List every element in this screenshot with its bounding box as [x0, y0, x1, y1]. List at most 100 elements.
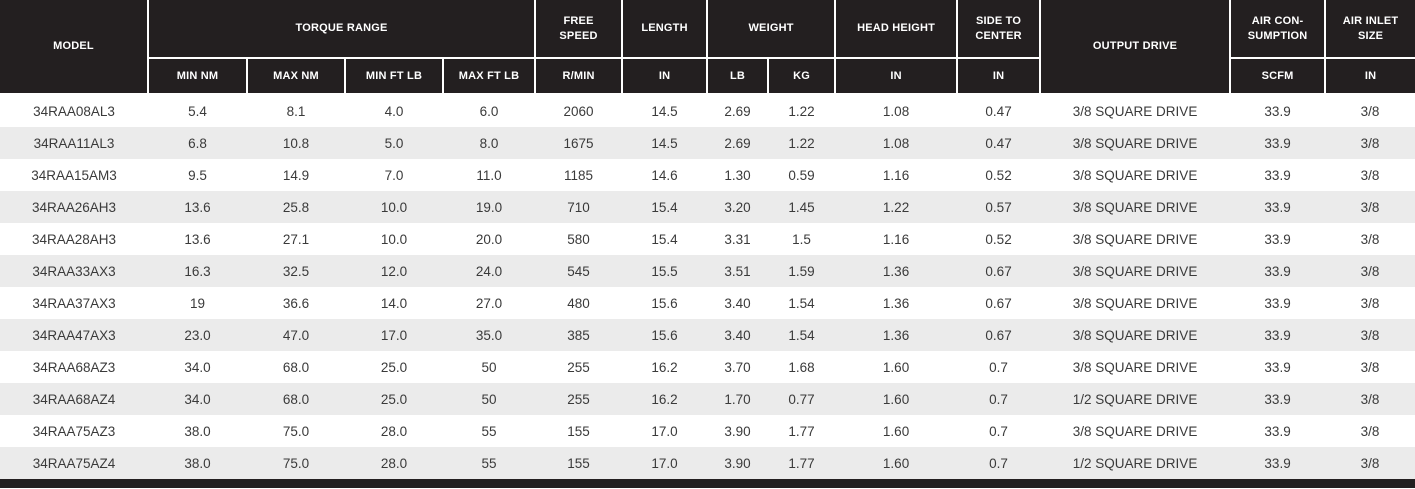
cell-torque_min_nm: 6.8 — [188, 135, 207, 151]
cell-length_in: 16.2 — [651, 391, 678, 407]
cell-length_in: 14.5 — [651, 103, 678, 119]
cell-free_speed_r_min: 580 — [567, 231, 590, 247]
cell-weight_kg: 1.77 — [788, 423, 815, 439]
cell-torque_min_ft_lb: 14.0 — [380, 295, 408, 311]
cell-side_to_center_in: 0.52 — [985, 231, 1012, 247]
cell-model: 34RAA33AX3 — [32, 263, 116, 279]
cell-torque_min_nm: 34.0 — [184, 359, 211, 375]
cell-side_to_center_in: 0.7 — [989, 359, 1008, 375]
col-header-side-to-center: SIDE TO CENTER — [956, 0, 1042, 59]
col-header-weight: WEIGHT — [706, 0, 837, 59]
spec-table-header: MODEL TORQUE RANGE FREE SPEED LENGTH WEI… — [0, 0, 1415, 95]
subheader-air-inlet-in: IN — [1324, 57, 1415, 95]
cell-torque_min_ft_lb: 28.0 — [380, 423, 408, 439]
cell-air_inlet_size_in: 3/8 — [1360, 167, 1380, 183]
cell-air_inlet_size_in: 3/8 — [1360, 391, 1380, 407]
cell-model: 34RAA15AM3 — [31, 167, 117, 183]
cell-weight_lb: 3.90 — [724, 423, 751, 439]
cell-head_height_in: 1.22 — [882, 199, 910, 215]
cell-weight_kg: 1.77 — [788, 455, 815, 471]
cell-free_speed_r_min: 1675 — [563, 135, 594, 151]
cell-side_to_center_in: 0.7 — [989, 423, 1008, 439]
cell-weight_lb: 1.30 — [724, 167, 751, 183]
cell-weight_kg: 1.22 — [788, 135, 815, 151]
table-row: 34RAA37AX3 19 36.6 14.0 27.0 480 15.6 3.40 1.54 1… — [0, 287, 1415, 319]
cell-weight_lb: 1.70 — [724, 391, 751, 407]
cell-weight_kg: 1.54 — [788, 327, 815, 343]
subheader-length-in: IN — [621, 57, 709, 95]
cell-torque_max_nm: 8.1 — [286, 103, 306, 119]
cell-output_drive: 1/2 SQUARE DRIVE — [1072, 455, 1198, 471]
cell-torque_min_nm: 38.0 — [184, 423, 211, 439]
cell-length_in: 14.6 — [651, 167, 678, 183]
cell-torque_min_nm: 9.5 — [188, 167, 207, 183]
cell-length_in: 17.0 — [651, 455, 678, 471]
cell-air_inlet_size_in: 3/8 — [1360, 455, 1380, 471]
cell-output_drive: 3/8 SQUARE DRIVE — [1072, 103, 1198, 119]
cell-air_consumption_scfm: 33.9 — [1264, 167, 1291, 183]
header-row-units: MIN NM MAX NM MIN FT LB MAX FT LB R/MIN … — [0, 57, 1415, 95]
cell-weight_lb: 3.40 — [724, 295, 751, 311]
cell-torque_min_ft_lb: 25.0 — [380, 391, 408, 407]
cell-air_inlet_size_in: 3/8 — [1360, 231, 1380, 247]
cell-head_height_in: 1.16 — [882, 167, 910, 183]
table-row: 34RAA28AH3 13.6 27.1 10.0 20.0 580 15.4 3.31 1.5… — [0, 223, 1415, 255]
subheader-scfm: SCFM — [1229, 57, 1327, 95]
cell-torque_max_ft_lb: 11.0 — [476, 167, 502, 183]
subheader-kg: KG — [767, 57, 837, 95]
cell-torque_min_nm: 13.6 — [184, 231, 211, 247]
cell-free_speed_r_min: 155 — [567, 423, 590, 439]
cell-torque_max_nm: 32.5 — [282, 263, 310, 279]
cell-side_to_center_in: 0.52 — [985, 167, 1012, 183]
cell-head_height_in: 1.60 — [882, 423, 910, 439]
cell-air_consumption_scfm: 33.9 — [1264, 359, 1291, 375]
cell-air_consumption_scfm: 33.9 — [1264, 103, 1291, 119]
cell-output_drive: 3/8 SQUARE DRIVE — [1072, 167, 1198, 183]
cell-model: 34RAA75AZ4 — [32, 455, 116, 471]
cell-side_to_center_in: 0.67 — [985, 263, 1012, 279]
cell-torque_max_nm: 14.9 — [282, 167, 310, 183]
col-header-head-height: HEAD HEIGHT — [834, 0, 959, 59]
cell-torque_min_ft_lb: 10.0 — [380, 199, 408, 215]
cell-torque_max_nm: 47.0 — [282, 327, 310, 343]
cell-air_inlet_size_in: 3/8 — [1360, 199, 1380, 215]
cell-air_inlet_size_in: 3/8 — [1360, 359, 1380, 375]
cell-weight_lb: 3.20 — [724, 199, 751, 215]
cell-torque_max_ft_lb: 55 — [481, 455, 497, 471]
cell-air_consumption_scfm: 33.9 — [1264, 391, 1291, 407]
cell-torque_max_ft_lb: 20.0 — [475, 231, 503, 247]
cell-output_drive: 3/8 SQUARE DRIVE — [1072, 263, 1198, 279]
cell-output_drive: 3/8 SQUARE DRIVE — [1072, 135, 1198, 151]
cell-air_consumption_scfm: 33.9 — [1264, 455, 1291, 471]
cell-torque_max_ft_lb: 50 — [481, 391, 497, 407]
cell-output_drive: 3/8 SQUARE DRIVE — [1072, 295, 1198, 311]
cell-model: 34RAA11AL3 — [33, 135, 115, 151]
cell-weight_kg: 1.68 — [788, 359, 815, 375]
subheader-max-nm: MAX NM — [246, 57, 346, 95]
cell-output_drive: 3/8 SQUARE DRIVE — [1072, 199, 1198, 215]
table-row: 34RAA68AZ4 34.0 68.0 25.0 50 255 16.2 1.70 0.77 1… — [0, 383, 1415, 415]
cell-torque_min_nm: 5.4 — [188, 103, 207, 119]
spec-table-body: 34RAA08AL3 5.4 8.1 4.0 6.0 2060 14.5 2.69 1.22 1.… — [0, 94, 1415, 479]
cell-model: 34RAA28AH3 — [31, 231, 117, 247]
cell-length_in: 15.5 — [651, 263, 678, 279]
cell-free_speed_r_min: 710 — [567, 199, 590, 215]
cell-torque_max_ft_lb: 6.0 — [479, 103, 499, 119]
cell-length_in: 15.4 — [651, 231, 678, 247]
cell-output_drive: 3/8 SQUARE DRIVE — [1072, 359, 1198, 375]
cell-torque_max_nm: 75.0 — [282, 423, 310, 439]
cell-torque_min_ft_lb: 17.0 — [380, 327, 408, 343]
cell-length_in: 15.4 — [651, 199, 678, 215]
cell-air_consumption_scfm: 33.9 — [1264, 423, 1291, 439]
cell-torque_min_ft_lb: 7.0 — [384, 167, 404, 183]
cell-output_drive: 3/8 SQUARE DRIVE — [1072, 423, 1198, 439]
table-row: 34RAA15AM3 9.5 14.9 7.0 11.0 1185 14.6 1.30 0.59… — [0, 159, 1415, 191]
cell-head_height_in: 1.36 — [882, 327, 910, 343]
cell-head_height_in: 1.60 — [882, 455, 910, 471]
cell-output_drive: 3/8 SQUARE DRIVE — [1072, 231, 1198, 247]
cell-free_speed_r_min: 385 — [567, 327, 590, 343]
cell-air_consumption_scfm: 33.9 — [1264, 263, 1291, 279]
cell-torque_max_ft_lb: 19.0 — [475, 199, 503, 215]
cell-head_height_in: 1.08 — [882, 103, 910, 119]
cell-air_inlet_size_in: 3/8 — [1360, 103, 1380, 119]
